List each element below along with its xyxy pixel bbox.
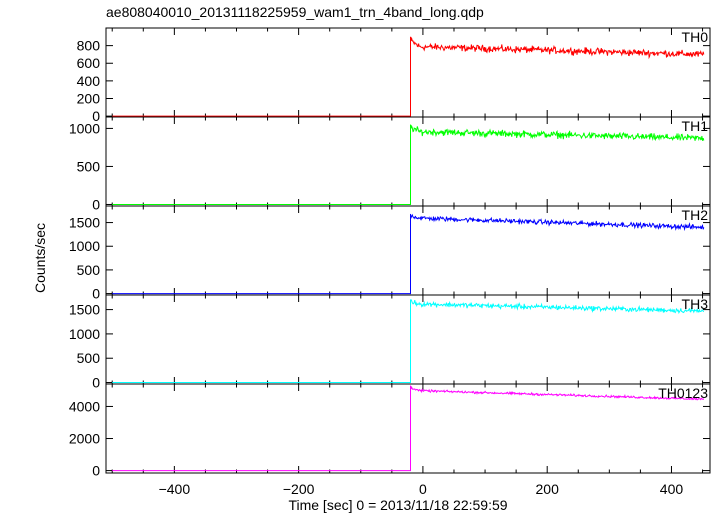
panel-th3: 0 500 1000 1500 TH3: [69, 294, 711, 391]
panel-frame: [105, 383, 711, 474]
x-tick-label: −400: [159, 481, 191, 497]
y-tick-label: 0: [92, 286, 100, 302]
panel-th2: 0 500 1000 1500 TH2: [69, 205, 711, 302]
panel-frame: [105, 116, 711, 207]
y-tick-label: 1500: [69, 215, 100, 231]
panel-th1: 0 500 1000 TH1: [69, 116, 711, 212]
y-tick-label: 1000: [69, 326, 100, 342]
x-tick-label: 0: [419, 481, 427, 497]
y-tick-label: 0: [92, 463, 100, 479]
panel-label: TH0: [682, 29, 709, 45]
y-tick-label: 2000: [69, 431, 100, 447]
y-tick-label: 4000: [69, 398, 100, 414]
series-line-th1: [112, 124, 705, 205]
series-line-th3: [112, 299, 705, 383]
panel-frame: [105, 27, 711, 118]
panel-th0123: 0 2000 4000 TH0123: [69, 383, 711, 479]
y-tick-label: 1000: [69, 120, 100, 136]
y-tick-label: 0: [92, 375, 100, 391]
y-tick-label: 600: [77, 55, 101, 71]
y-tick-label: 1500: [69, 302, 100, 318]
y-tick-label: 200: [77, 90, 101, 106]
panel-label: TH2: [682, 207, 709, 223]
x-tick-label: −200: [283, 481, 315, 497]
x-tick-label: 200: [536, 481, 560, 497]
y-tick-label: 0: [92, 108, 100, 124]
x-tick-label: 400: [660, 481, 684, 497]
panel-label: TH0123: [658, 385, 708, 401]
y-tick-label: 400: [77, 73, 101, 89]
y-tick-label: 500: [77, 350, 101, 366]
panel-label: TH3: [682, 296, 709, 312]
series-line-th0: [112, 36, 705, 117]
series-line-th2: [112, 213, 705, 295]
panel-label: TH1: [682, 118, 709, 134]
series-line-th0123: [112, 385, 705, 472]
y-tick-label: 0: [92, 196, 100, 212]
x-axis-label: Time [sec] 0 = 2013/11/18 22:59:59: [288, 497, 507, 513]
y-axis-label: Counts/sec: [32, 223, 48, 293]
y-tick-label: 1000: [69, 238, 100, 254]
panel-frame: [105, 205, 711, 296]
y-tick-label: 800: [77, 38, 101, 54]
y-tick-label: 500: [77, 262, 101, 278]
y-tick-label: 500: [77, 158, 101, 174]
chart-title: ae808040010_20131118225959_wam1_trn_4ban…: [106, 4, 484, 20]
